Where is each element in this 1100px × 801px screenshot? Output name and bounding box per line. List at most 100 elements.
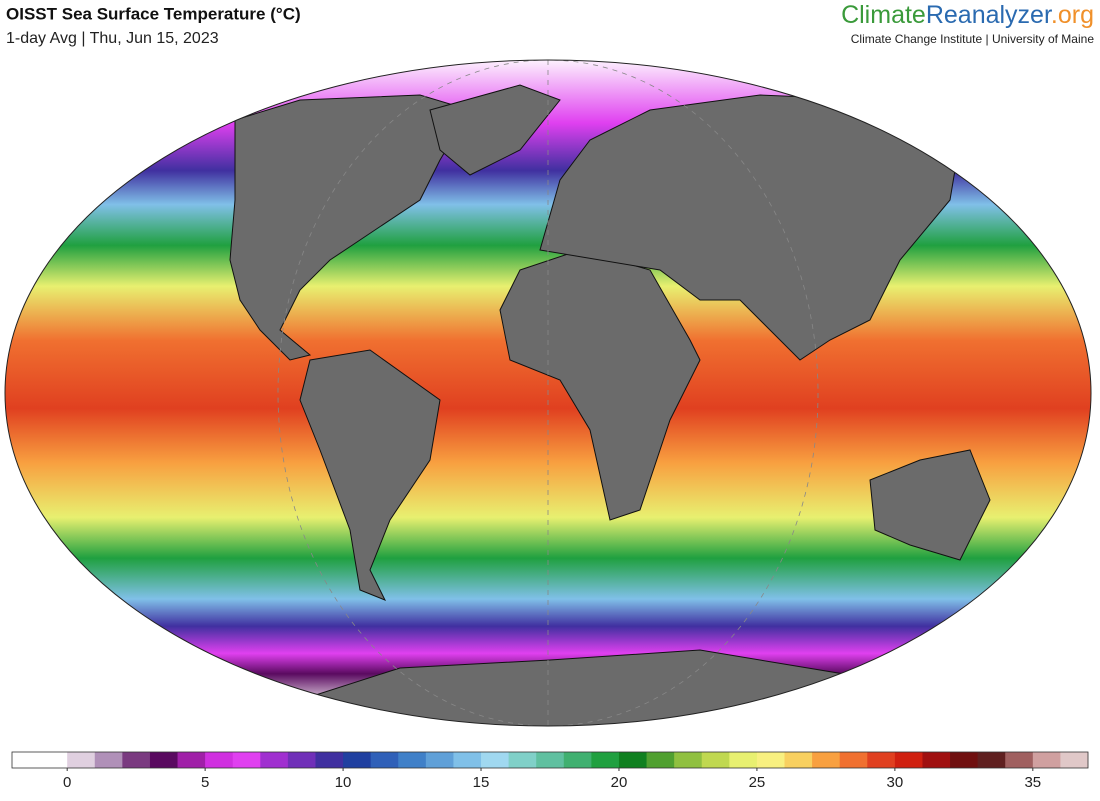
colorbar: 0 5 10 15 20 25 30 35 xyxy=(12,752,1089,791)
colorbar-cell xyxy=(660,752,675,768)
australia xyxy=(869,449,991,561)
logo-part: Climate xyxy=(841,1,926,29)
colorbar-cell xyxy=(315,752,330,768)
colorbar-cell xyxy=(894,752,910,768)
colorbar-cell xyxy=(950,752,965,768)
colorbar-cell xyxy=(412,752,427,768)
colorbar-tick-label: 30 xyxy=(887,774,904,791)
colorbar-cell xyxy=(232,752,248,768)
colorbar-cell xyxy=(149,752,165,768)
colorbar-cell xyxy=(301,752,316,768)
colorbar-cell xyxy=(605,752,620,768)
colorbar-cell xyxy=(1019,752,1034,768)
map-border xyxy=(4,59,1092,727)
colorbar-cell xyxy=(839,752,854,768)
colorbar-cell xyxy=(260,752,275,768)
colorbar-cell xyxy=(191,752,206,768)
africa xyxy=(499,249,701,521)
colorbar-cell xyxy=(508,752,523,768)
colorbar-tick-label: 0 xyxy=(63,774,71,791)
colorbar-cell xyxy=(246,752,261,768)
colorbar-cell xyxy=(687,752,703,768)
logo-tagline: Climate Change Institute | University of… xyxy=(851,32,1095,46)
logo: ClimateReanalyzer.org xyxy=(841,1,1094,29)
colorbar-tick-label: 25 xyxy=(749,774,766,791)
colorbar-cell xyxy=(163,752,179,768)
colorbar-tick-label: 5 xyxy=(201,774,209,791)
colorbar-cell xyxy=(991,752,1006,768)
colorbar-cell xyxy=(867,752,882,768)
colorbar-cell xyxy=(494,752,510,768)
colorbar-cell xyxy=(356,752,372,768)
land xyxy=(229,84,991,726)
colorbar-cell xyxy=(798,752,813,768)
colorbar-cell xyxy=(39,752,54,768)
colorbar-cell xyxy=(591,752,606,768)
colorbar-cell xyxy=(12,752,27,768)
colorbar-cell xyxy=(674,752,689,768)
colorbar-cell xyxy=(550,752,565,768)
colorbar-cell xyxy=(756,752,772,768)
colorbar-cell xyxy=(67,752,82,768)
map xyxy=(5,60,1091,726)
colorbar-cell xyxy=(563,752,579,768)
colorbar-cell xyxy=(715,752,730,768)
title: OISST Sea Surface Temperature (°C) xyxy=(6,4,301,23)
colorbar-cell xyxy=(729,752,744,768)
colorbar-cell xyxy=(743,752,758,768)
colorbar-cell xyxy=(370,752,385,768)
colorbar-cell xyxy=(881,752,896,768)
colorbar-cell xyxy=(825,752,841,768)
graticule xyxy=(277,60,819,726)
logo-part: Reanalyzer xyxy=(926,1,1052,29)
colorbar-cell xyxy=(136,752,151,768)
colorbar-cell xyxy=(812,752,827,768)
colorbar-cell xyxy=(1060,752,1075,768)
colorbar-border xyxy=(11,751,1089,769)
colorbar-cell xyxy=(632,752,648,768)
colorbar-cell xyxy=(384,752,399,768)
colorbar-cell xyxy=(1032,752,1048,768)
colorbar-cell xyxy=(701,752,717,768)
colorbar-cell xyxy=(977,752,992,768)
colorbar-cell xyxy=(853,752,868,768)
colorbar-cell xyxy=(274,752,289,768)
south-america xyxy=(299,349,441,601)
colorbar-cell xyxy=(770,752,786,768)
colorbar-cell xyxy=(94,752,110,768)
colorbar-cell xyxy=(1005,752,1020,768)
colorbar-cell xyxy=(536,752,551,768)
colorbar-cell xyxy=(108,752,123,768)
colorbar-cell xyxy=(577,752,592,768)
colorbar-cell xyxy=(963,752,979,768)
colorbar-cell xyxy=(481,752,496,768)
colorbar-cell xyxy=(467,752,482,768)
colorbar-tick-label: 10 xyxy=(335,774,352,791)
colorbar-cell xyxy=(177,752,192,768)
colorbar-cell xyxy=(1046,752,1061,768)
colorbar-cell xyxy=(80,752,96,768)
colorbar-cell xyxy=(425,752,441,768)
colorbar-cell xyxy=(122,752,137,768)
subtitle: 1-day Avg | Thu, Jun 15, 2023 xyxy=(6,30,219,47)
colorbar-cell xyxy=(218,752,234,768)
colorbar-cell xyxy=(784,752,799,768)
colorbar-cell xyxy=(453,752,468,768)
colorbar-cell xyxy=(343,752,358,768)
colorbar-cell xyxy=(922,752,937,768)
colorbar-cell xyxy=(908,752,923,768)
colorbar-cell xyxy=(25,752,41,768)
colorbar-cell xyxy=(53,752,68,768)
colorbar-tick-label: 15 xyxy=(473,774,490,791)
colorbar-tick-label: 20 xyxy=(611,774,628,791)
logo-part: .org xyxy=(1051,1,1094,29)
greenland xyxy=(429,84,561,176)
colorbar-cell xyxy=(205,752,220,768)
colorbar-cell xyxy=(936,752,951,768)
eurasia xyxy=(539,94,961,361)
colorbar-cell xyxy=(398,752,413,768)
colorbar-cell xyxy=(287,752,303,768)
colorbar-cell xyxy=(329,752,344,768)
